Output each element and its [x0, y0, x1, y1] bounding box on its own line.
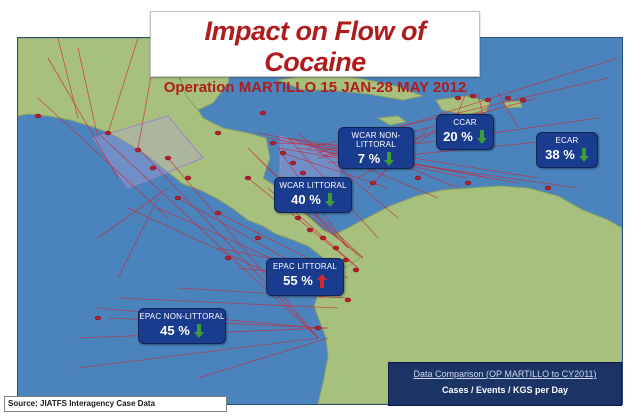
- region-label: WCAR LITTORAL: [279, 181, 347, 190]
- region-badge-wcar-non-littoral: WCAR NON- LITTORAL 7 %: [338, 127, 414, 169]
- region-label: WCAR NON- LITTORAL: [351, 131, 401, 149]
- region-label: ECAR: [555, 136, 579, 145]
- subtitle: Operation MARTILLO 15 JAN-28 MAY 2012: [163, 79, 467, 96]
- region-label: CCAR: [453, 118, 477, 127]
- jamaica-land: [376, 115, 408, 126]
- region-label: EPAC NON-LITTORAL: [139, 312, 225, 321]
- region-value: 20 %: [443, 129, 473, 144]
- region-value: 45 %: [160, 323, 190, 338]
- region-badge-wcar-littoral: WCAR LITTORAL 40 %: [274, 177, 352, 213]
- region-value: 40 %: [291, 192, 321, 207]
- region-value: 38 %: [545, 147, 575, 162]
- region-value: 55 %: [283, 273, 313, 288]
- region-badge-epac-littoral: EPAC LITTORAL 55 %: [266, 258, 344, 296]
- arrow-down-icon: [476, 129, 487, 144]
- region-label: EPAC LITTORAL: [272, 262, 338, 271]
- comparison-title: Data Comparison (OP MARTILLO to CY2011): [413, 369, 597, 379]
- land: [18, 38, 622, 404]
- arrow-down-icon: [384, 151, 395, 166]
- title: Impact on Flow of Cocaine: [204, 16, 427, 77]
- title-box: Impact on Flow of Cocaine Operation MART…: [150, 11, 480, 96]
- arrow-down-icon: [324, 192, 335, 207]
- map: [17, 37, 623, 405]
- arrow-up-icon: [316, 273, 327, 288]
- region-badge-ecar: ECAR 38 %: [536, 132, 598, 168]
- arrow-down-icon: [578, 147, 589, 162]
- region-badge-ccar: CCAR 20 %: [436, 114, 494, 150]
- arrow-down-icon: [193, 323, 204, 338]
- comparison-panel: Data Comparison (OP MARTILLO to CY2011) …: [388, 362, 622, 406]
- comparison-metrics: Cases / Events / KGS per Day: [441, 385, 569, 395]
- region-value: 7 %: [357, 151, 381, 166]
- region-badge-epac-non-littoral: EPAC NON-LITTORAL 45 %: [138, 308, 226, 344]
- source-note: Source: JIATFS Interagency Case Data: [4, 396, 227, 412]
